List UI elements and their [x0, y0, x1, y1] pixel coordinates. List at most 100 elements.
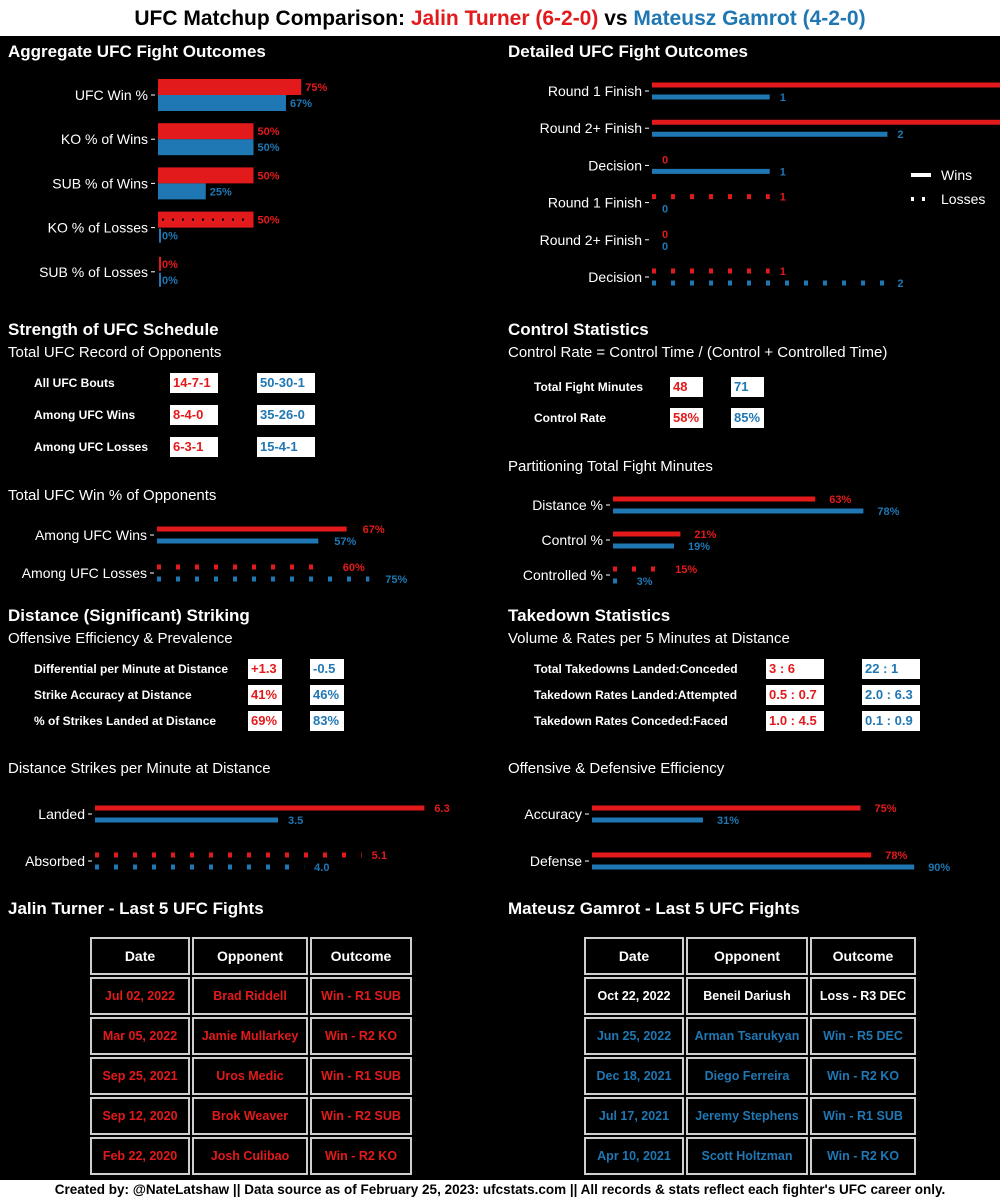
takedown-title: Takedown Statistics — [508, 606, 671, 625]
dot-pattern — [172, 218, 174, 221]
table-cell: Sep 25, 2021 — [90, 1057, 190, 1095]
column-header: Outcome — [810, 937, 916, 975]
value-label: 75% — [305, 82, 327, 94]
value-label: 50% — [258, 142, 280, 154]
turner-bar — [158, 79, 302, 95]
category-label: KO % of Wins — [61, 131, 148, 147]
value-label: 50% — [258, 126, 280, 138]
gamrot-value-box: 71 — [731, 377, 764, 397]
schedule-subtitle-record: Total UFC Record of Opponents — [8, 344, 222, 361]
dot-pattern — [162, 218, 164, 221]
stat-label: All UFC Bouts — [34, 376, 115, 390]
value-label: 90% — [928, 862, 950, 874]
category-label: UFC Win % — [75, 87, 148, 103]
gamrot-value-box: 2.0 : 6.3 — [862, 685, 920, 705]
detailed-title: Detailed UFC Fight Outcomes — [508, 42, 748, 61]
turner-value-box: 8-4-0 — [170, 405, 218, 425]
control-title: Control Statistics — [508, 320, 649, 339]
table-cell: Oct 22, 2022 — [584, 977, 684, 1015]
value-label: 6.3 — [434, 803, 449, 815]
value-label: 50% — [258, 215, 280, 227]
aggregate-title: Aggregate UFC Fight Outcomes — [8, 42, 266, 61]
table-cell: Apr 10, 2021 — [584, 1137, 684, 1175]
value-label: 5.1 — [372, 850, 387, 862]
gamrot-value-box: 35-26-0 — [257, 405, 315, 425]
table-cell: Win - R5 DEC — [810, 1017, 916, 1055]
value-label: 0% — [162, 231, 178, 243]
striking-subtitle-perminute: Distance Strikes per Minute at Distance — [8, 760, 271, 777]
gamrot-bar — [158, 95, 286, 111]
value-label: 0 — [662, 204, 668, 216]
gamrot-value-box: 85% — [731, 408, 764, 428]
aggregate-chart: UFC Win % 75% 67% KO % of Wins 50% 50% SUB % o… — [39, 79, 327, 287]
category-label: Round 2+ Finish — [540, 232, 642, 248]
fighter2-name: Mateusz Gamrot (4-2-0) — [633, 7, 866, 30]
control-subtitle-partition: Partitioning Total Fight Minutes — [508, 458, 713, 475]
dot-pattern — [182, 218, 184, 221]
dot-pattern — [212, 218, 214, 221]
stat-label: Takedown Rates Landed:Attempted — [534, 688, 738, 702]
table-cell: Scott Holtzman — [686, 1137, 808, 1175]
value-label: 50% — [258, 170, 280, 182]
striking-title: Distance (Significant) Striking — [8, 606, 250, 625]
value-label: 15% — [675, 564, 697, 576]
table-row: Dec 18, 2021 Diego Ferreira Win - R2 KO — [584, 1057, 916, 1095]
gamrot-value-box: 46% — [310, 685, 344, 705]
dot-pattern — [192, 218, 194, 221]
stat-label: Among UFC Losses — [34, 440, 149, 454]
turner-last5-title: Jalin Turner - Last 5 UFC Fights — [8, 899, 264, 918]
fighter1-name: Jalin Turner (6-2-0) — [410, 7, 599, 30]
legend-wins-label: Wins — [941, 167, 972, 183]
column-header: Date — [90, 937, 190, 975]
category-label: Decision — [588, 269, 642, 285]
value-label: 1 — [780, 166, 786, 178]
turner-bar — [158, 167, 254, 184]
value-label: 1 — [780, 266, 786, 278]
value-label: 0 — [662, 241, 668, 253]
category-label: SUB % of Wins — [52, 175, 148, 191]
category-label: Absorbed — [25, 853, 85, 869]
gamrot-value-box: 50-30-1 — [257, 373, 315, 393]
striking-subtitle-efficiency: Offensive Efficiency & Prevalence — [8, 630, 233, 647]
turner-value-box: +1.3 — [248, 659, 282, 679]
table-cell: Win - R1 SUB — [810, 1097, 916, 1135]
table-cell: Win - R2 SUB — [310, 1097, 412, 1135]
value-label: 67% — [290, 98, 312, 110]
category-label: Controlled % — [523, 567, 603, 583]
dot-pattern — [232, 218, 234, 221]
table-row: Mar 05, 2022 Jamie Mullarkey Win - R2 KO — [90, 1017, 412, 1055]
table-cell: Brok Weaver — [192, 1097, 308, 1135]
turner-value-box: 6-3-1 — [170, 437, 218, 457]
value-label: 78% — [885, 850, 907, 862]
category-label: Distance % — [532, 497, 603, 513]
table-cell: Sep 12, 2020 — [90, 1097, 190, 1135]
column-header: Opponent — [686, 937, 808, 975]
table-cell: Beneil Dariush — [686, 977, 808, 1015]
turner-value-box: 48 — [670, 377, 703, 397]
table-cell: Win - R2 KO — [810, 1057, 916, 1095]
category-label: Round 1 Finish — [548, 83, 642, 99]
value-label: 0 — [662, 154, 668, 166]
category-label: Accuracy — [524, 806, 582, 822]
turner-value-box: 0.5 : 0.7 — [766, 685, 824, 705]
gamrot-value-box: 83% — [310, 711, 344, 731]
value-label: 0% — [162, 275, 178, 287]
turner-fights-table: Date Opponent Outcome Jul 02, 2022 Brad Ridd… — [88, 935, 414, 1177]
value-label: 75% — [385, 574, 407, 586]
value-label: 19% — [688, 541, 710, 553]
category-label: Control % — [542, 532, 603, 548]
gamrot-value-box: -0.5 — [310, 659, 344, 679]
value-label: 78% — [877, 506, 899, 518]
value-label: 4.0 — [314, 862, 329, 874]
stat-label: Takedown Rates Conceded:Faced — [534, 714, 728, 728]
table-cell: Josh Culibao — [192, 1137, 308, 1175]
turner-value-box: 41% — [248, 685, 282, 705]
value-label: 2 — [897, 129, 903, 141]
gamrot-bar — [159, 228, 161, 243]
turner-value-box: 3 : 6 — [766, 659, 824, 679]
turner-value-box: 69% — [248, 711, 282, 731]
category-label: KO % of Losses — [48, 220, 148, 236]
gamrot-bar — [159, 272, 161, 287]
value-label: 75% — [875, 803, 897, 815]
detailed-chart: Round 1 Finish31Round 2+ Finish32Decisio… — [540, 82, 1000, 290]
